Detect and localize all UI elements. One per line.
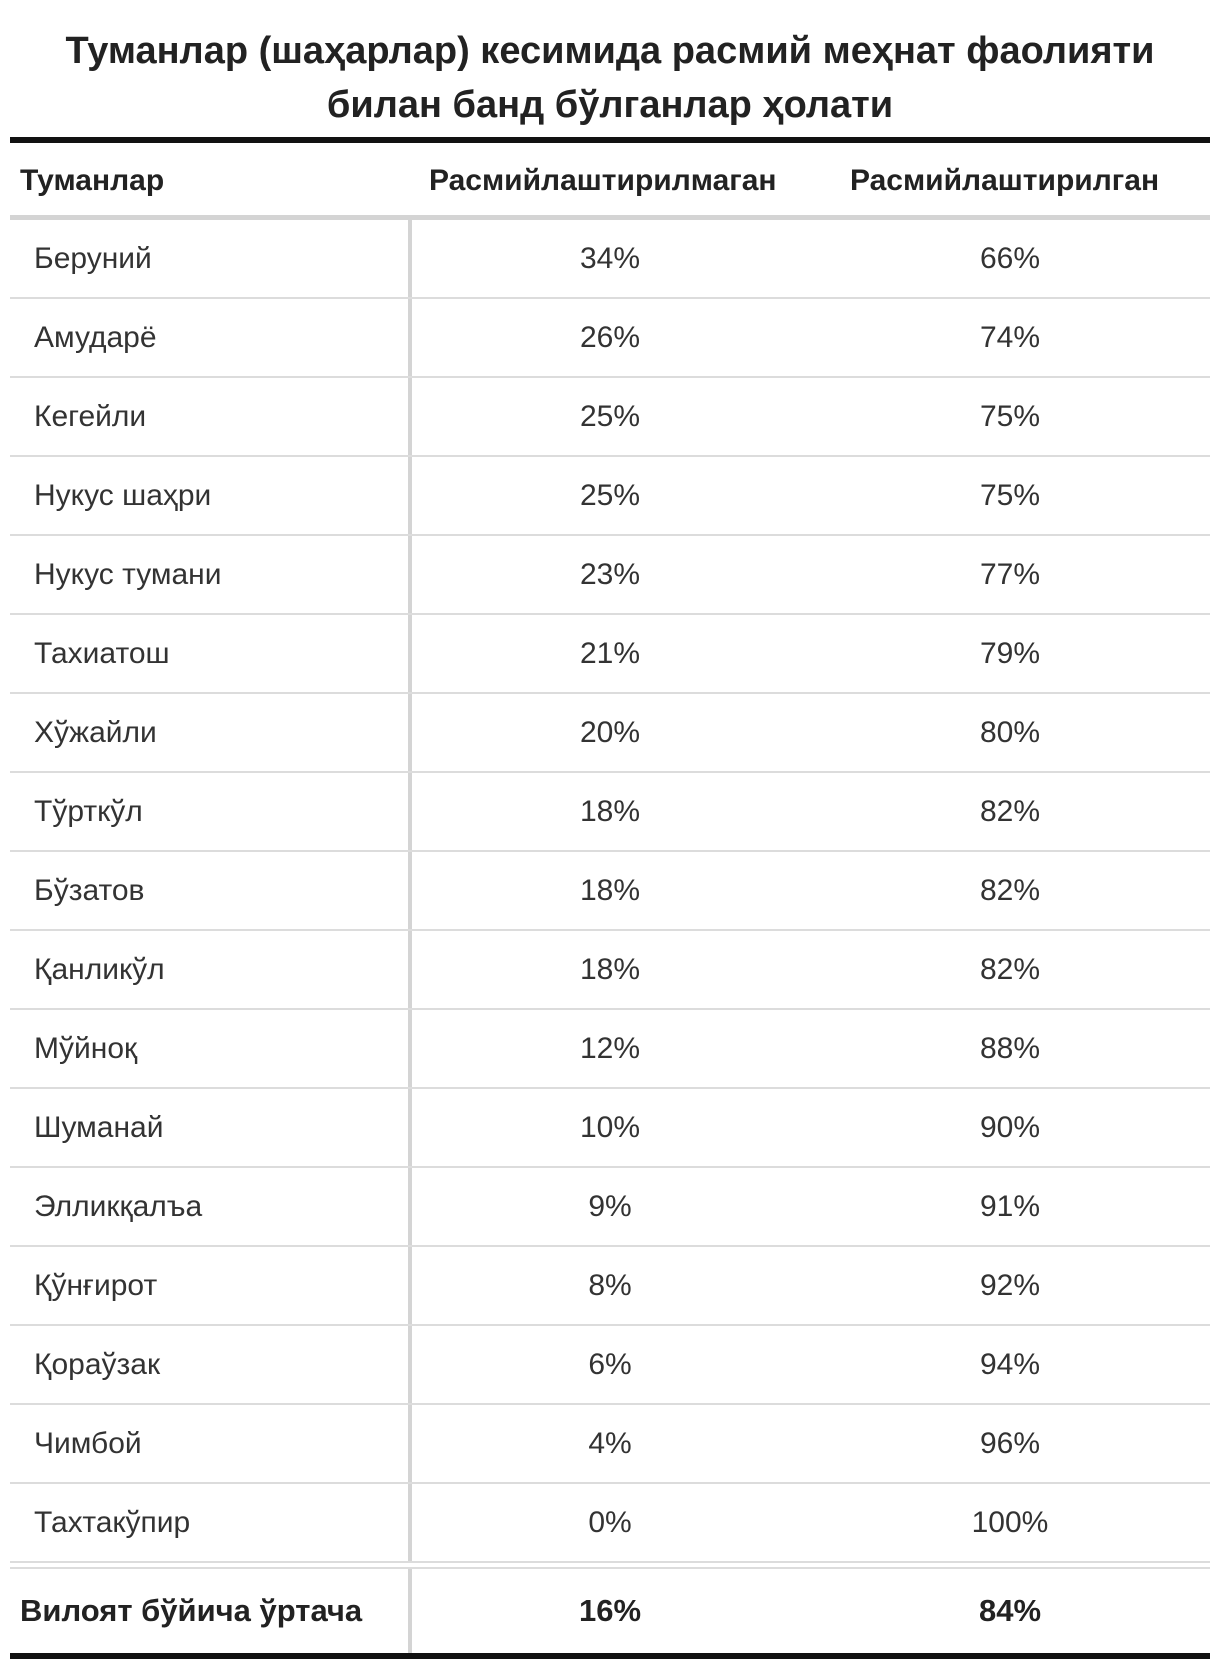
district-name-cell: Чимбой <box>34 1427 142 1460</box>
header-formal: Расмийлаштирилган <box>850 164 1160 197</box>
table-top-rule <box>10 137 1210 143</box>
header-unformal: Расмийлаштирилмаган <box>429 164 777 197</box>
unformal-percent-cell: 6% <box>588 1348 632 1381</box>
table-header-row: Туманлар Расмийлаштирилмаган Расмийлашти… <box>10 143 1210 215</box>
total-label: Вилоят бўйича ўртача <box>20 1593 363 1628</box>
district-name-cell: Тахтакўпир <box>34 1506 191 1539</box>
total-top-rule <box>10 1567 1210 1569</box>
table-row: Чимбой 4% 96% <box>10 1405 1210 1484</box>
formal-percent-cell: 96% <box>979 1427 1041 1460</box>
unformal-percent-cell: 23% <box>579 558 641 591</box>
total-unformal: 16% <box>578 1593 642 1628</box>
formal-percent-cell: 91% <box>979 1190 1041 1223</box>
table-row: Беруний 34% 66% <box>10 220 1210 299</box>
formal-percent-cell: 92% <box>979 1269 1041 1302</box>
total-formal: 84% <box>978 1593 1042 1628</box>
header-district: Туманлар <box>20 164 165 197</box>
unformal-percent-cell: 0% <box>588 1506 632 1539</box>
district-name-cell: Кегейли <box>34 400 147 433</box>
district-name-cell: Қўнғирот <box>34 1269 158 1302</box>
formal-percent-cell: 82% <box>979 795 1041 828</box>
district-name-cell: Мўйноқ <box>34 1032 138 1065</box>
district-name-cell: Тахиатош <box>34 637 170 670</box>
unformal-percent-cell: 9% <box>588 1190 632 1223</box>
table-row: Нукус шаҳри 25% 75% <box>10 457 1210 536</box>
district-name-cell: Нукус тумани <box>34 558 222 591</box>
unformal-percent-cell: 25% <box>579 400 641 433</box>
table-row: Тахтакўпир 0% 100% <box>10 1484 1210 1563</box>
formal-percent-cell: 75% <box>979 400 1041 433</box>
table-row: Мўйноқ 12% 88% <box>10 1010 1210 1089</box>
table-row: Тўрткўл 18% 82% <box>10 773 1210 852</box>
unformal-percent-cell: 18% <box>579 795 641 828</box>
table-row: Қораўзак 6% 94% <box>10 1326 1210 1405</box>
table-row: Элликқалъа 9% 91% <box>10 1168 1210 1247</box>
formal-percent-cell: 77% <box>979 558 1041 591</box>
unformal-percent-cell: 26% <box>579 321 641 354</box>
unformal-percent-cell: 25% <box>579 479 641 512</box>
district-name-cell: Амударё <box>34 321 157 354</box>
district-name-cell: Бўзатов <box>34 874 145 907</box>
table-row: Қўнғирот 8% 92% <box>10 1247 1210 1326</box>
formal-percent-cell: 94% <box>979 1348 1041 1381</box>
district-name-cell: Қанликўл <box>34 953 165 986</box>
table-row: Амударё 26% 74% <box>10 299 1210 378</box>
header-rule <box>10 215 1210 220</box>
unformal-percent-cell: 12% <box>579 1032 641 1065</box>
formal-percent-cell: 82% <box>979 953 1041 986</box>
district-name-cell: Хўжайли <box>34 716 157 749</box>
district-name-cell: Қораўзак <box>34 1348 161 1381</box>
table-row: Шуманай 10% 90% <box>10 1089 1210 1168</box>
unformal-percent-cell: 10% <box>579 1111 641 1144</box>
table-row: Кегейли 25% 75% <box>10 378 1210 457</box>
table-row: Бўзатов 18% 82% <box>10 852 1210 931</box>
unformal-percent-cell: 4% <box>588 1427 632 1460</box>
formal-percent-cell: 75% <box>979 479 1041 512</box>
district-name-cell: Беруний <box>34 242 152 275</box>
formal-percent-cell: 88% <box>979 1032 1041 1065</box>
title-line-2: билан банд бўлганлар ҳолати <box>326 84 894 126</box>
unformal-percent-cell: 18% <box>579 874 641 907</box>
table-bottom-rule <box>10 1653 1210 1659</box>
formal-percent-cell: 82% <box>979 874 1041 907</box>
formal-percent-cell: 79% <box>979 637 1041 670</box>
table-body: Беруний 34% 66% Амударё 26% 74% Кегейли 25% 75% Н… <box>10 220 1210 1563</box>
title-line-1: Туманлар (шаҳарлар) кесимида расмий меҳн… <box>65 30 1155 72</box>
formal-percent-cell: 80% <box>979 716 1041 749</box>
formal-percent-cell: 74% <box>979 321 1041 354</box>
total-row: Вилоят бўйича ўртача 16% 84% <box>10 1569 1210 1653</box>
district-table: Туманлар Расмийлаштирилмаган Расмийлашти… <box>10 137 1210 1659</box>
formal-percent-cell: 100% <box>971 1506 1049 1539</box>
unformal-percent-cell: 34% <box>579 242 641 275</box>
table-row: Тахиатош 21% 79% <box>10 615 1210 694</box>
unformal-percent-cell: 20% <box>579 716 641 749</box>
formal-percent-cell: 66% <box>979 242 1041 275</box>
unformal-percent-cell: 8% <box>588 1269 632 1302</box>
column-divider <box>408 220 412 1563</box>
page-title: Туманлар (шаҳарлар) кесимида расмий меҳн… <box>0 24 1220 132</box>
table-row: Қанликўл 18% 82% <box>10 931 1210 1010</box>
total-column-divider <box>408 1569 412 1653</box>
table-row: Нукус тумани 23% 77% <box>10 536 1210 615</box>
unformal-percent-cell: 18% <box>579 953 641 986</box>
district-name-cell: Шуманай <box>34 1111 164 1144</box>
unformal-percent-cell: 21% <box>579 637 641 670</box>
district-name-cell: Элликқалъа <box>34 1190 203 1223</box>
district-name-cell: Тўрткўл <box>34 795 143 828</box>
district-name-cell: Нукус шаҳри <box>34 479 212 512</box>
table-row: Хўжайли 20% 80% <box>10 694 1210 773</box>
formal-percent-cell: 90% <box>979 1111 1041 1144</box>
